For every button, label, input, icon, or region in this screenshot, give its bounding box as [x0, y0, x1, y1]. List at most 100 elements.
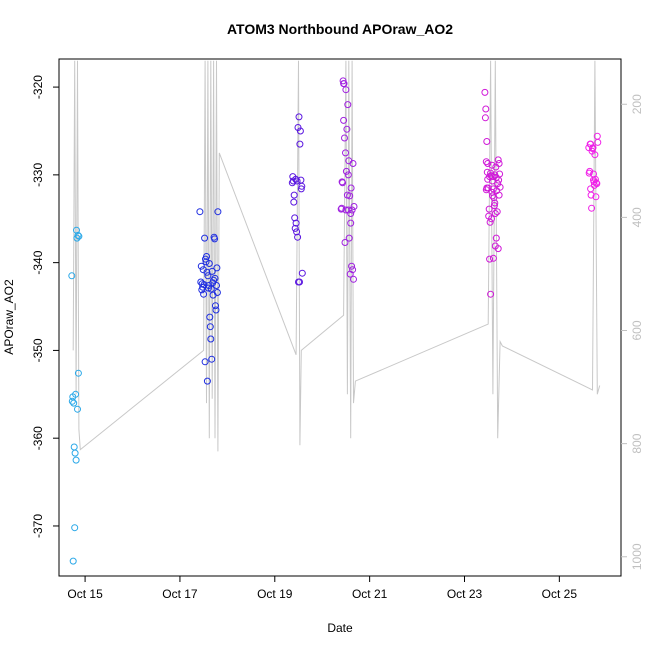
y-right-tick-label: 800 [630, 433, 644, 453]
data-point [294, 124, 302, 131]
data-point [493, 208, 501, 216]
data-point [206, 323, 214, 331]
chart-title: ATOM3 Northbound APOraw_AO2 [227, 21, 453, 37]
data-point [343, 191, 351, 199]
data-point [339, 179, 347, 187]
data-point [70, 443, 78, 451]
data-point [72, 456, 80, 464]
data-point [296, 140, 304, 148]
data-point [75, 232, 83, 240]
data-point [594, 138, 602, 146]
data-point [297, 185, 305, 193]
data-point [214, 208, 222, 216]
y-axis: -320 -330 -340 -350 -360 -370 [31, 75, 59, 538]
x-tick-label: Oct 23 [447, 587, 483, 601]
profile-line [72, 60, 601, 452]
data-point [346, 270, 354, 278]
y-right-tick-label: 200 [630, 94, 644, 114]
data-point [211, 235, 219, 243]
data-point [290, 191, 298, 199]
data-point [588, 204, 596, 212]
y-axis-label: APOraw_AO2 [2, 279, 16, 355]
data-point [341, 134, 348, 142]
data-point [490, 202, 498, 210]
data-point [291, 214, 299, 222]
data-point [213, 289, 221, 296]
data-point [347, 219, 355, 227]
data-point [488, 161, 496, 169]
y-right-tick-label: 1000 [630, 543, 644, 570]
data-point [298, 182, 306, 190]
data-point [348, 206, 356, 214]
data-point [489, 173, 497, 181]
data-point [296, 278, 303, 286]
data-point [344, 206, 352, 214]
x-tick-label: Oct 25 [542, 587, 578, 601]
data-point [205, 260, 213, 267]
data-point [212, 302, 219, 310]
data-point [589, 144, 597, 152]
y-tick-label: -370 [31, 514, 45, 538]
data-point [212, 306, 220, 314]
data-point [489, 254, 497, 262]
data-point [72, 390, 80, 398]
data-point [74, 405, 81, 413]
data-point [290, 198, 298, 206]
data-point [483, 138, 491, 145]
data-point [296, 127, 304, 135]
data-point [495, 160, 503, 167]
data-point [292, 219, 300, 227]
data-point [486, 255, 494, 263]
data-point [206, 313, 214, 321]
data-point [494, 156, 502, 164]
data-point [587, 185, 595, 193]
data-point [201, 358, 209, 366]
data-point [344, 171, 352, 179]
data-point [489, 192, 496, 200]
data-point [481, 114, 489, 122]
data-point [74, 369, 82, 377]
data-point [350, 275, 357, 283]
data-point [295, 113, 303, 121]
y-tick-label: -320 [31, 75, 45, 99]
data-point [591, 151, 599, 159]
data-point [342, 86, 350, 94]
data-point [293, 228, 301, 236]
data-point [71, 524, 79, 532]
data-point [340, 116, 348, 124]
data-point [342, 149, 349, 157]
y-tick-label: -340 [31, 250, 45, 274]
data-point [70, 399, 78, 407]
data-point [342, 167, 350, 175]
data-point [482, 158, 490, 166]
y-tick-label: -360 [31, 426, 45, 450]
data-point [203, 377, 211, 385]
data-point [202, 258, 210, 266]
y-axis-right: 200 400 600 800 1000 [621, 94, 644, 570]
data-point [491, 171, 499, 179]
x-tick-label: Oct 21 [352, 587, 388, 601]
data-point [485, 205, 493, 213]
data-point [486, 218, 494, 226]
y-right-tick-label: 600 [630, 320, 644, 340]
profile-line-layer [72, 60, 601, 452]
data-point [492, 234, 500, 242]
data-point [482, 186, 490, 194]
y-tick-label: -330 [31, 163, 45, 187]
y-tick-label: -350 [31, 338, 45, 362]
data-point [487, 169, 495, 177]
data-point [482, 105, 490, 113]
data-point [587, 140, 595, 148]
data-point [347, 184, 355, 192]
plot-frame [58, 58, 622, 577]
data-point [590, 176, 597, 184]
data-point [488, 215, 495, 223]
data-point [338, 204, 346, 212]
data-point [493, 187, 501, 195]
data-point [349, 160, 357, 167]
data-point [208, 267, 216, 275]
data-point [213, 264, 221, 272]
x-tick-label: Oct 19 [257, 587, 293, 601]
data-point [74, 231, 82, 239]
